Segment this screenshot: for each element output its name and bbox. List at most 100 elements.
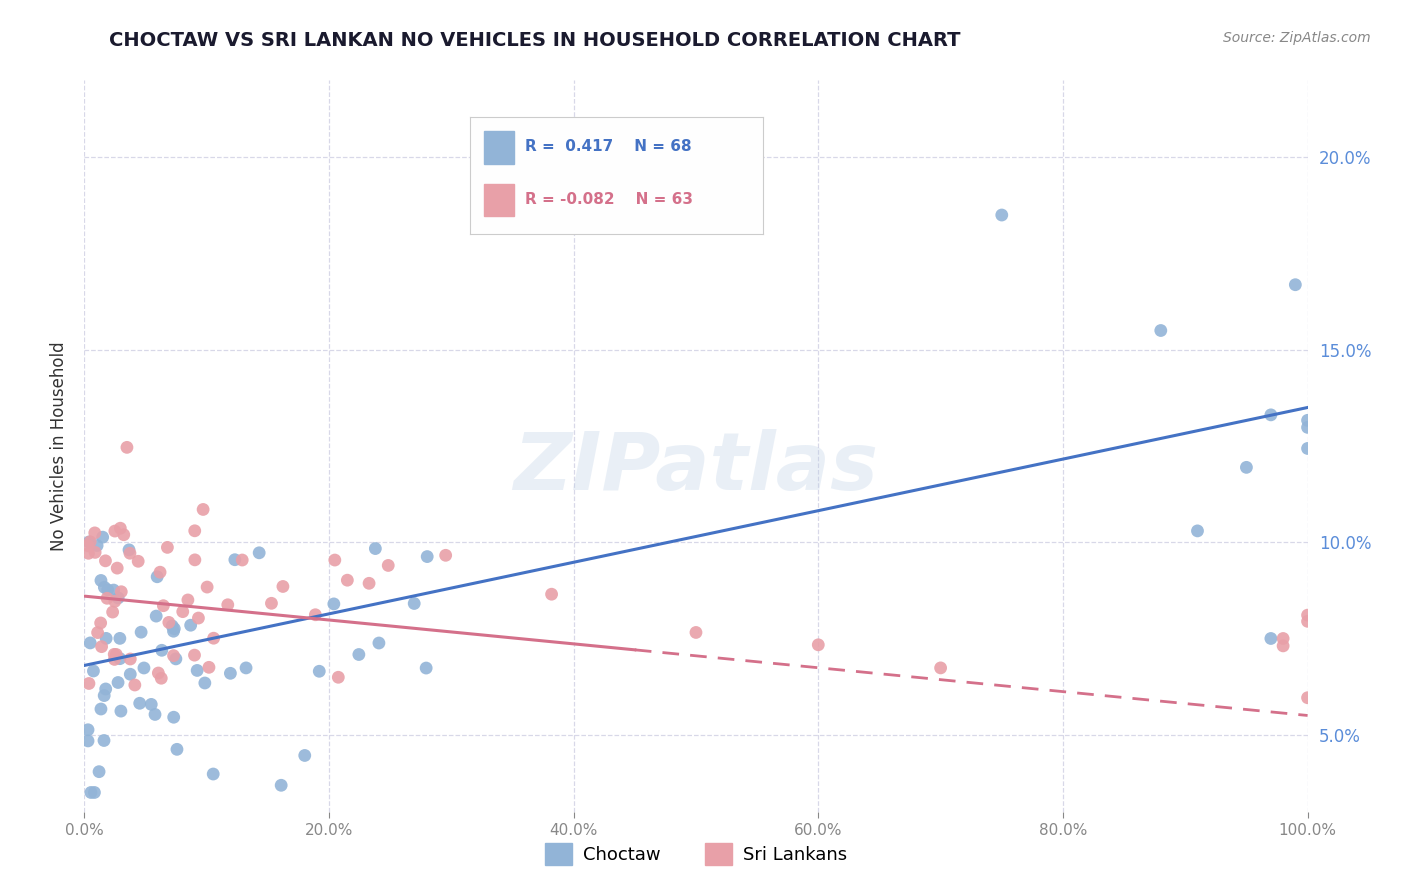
Point — [101, 605, 124, 619]
Point — [93, 733, 115, 747]
Point — [1296, 690, 1319, 705]
Text: CHOCTAW VS SRI LANKAN NO VEHICLES IN HOUSEHOLD CORRELATION CHART: CHOCTAW VS SRI LANKAN NO VEHICLES IN HOU… — [108, 31, 960, 50]
Text: R =  0.417    N = 68: R = 0.417 N = 68 — [526, 139, 692, 154]
Point — [77, 546, 100, 560]
Point — [224, 552, 246, 566]
Point — [91, 530, 114, 544]
Point — [166, 742, 188, 756]
Point — [1260, 408, 1282, 422]
Point — [328, 670, 350, 684]
Point — [82, 664, 104, 678]
Point — [103, 648, 125, 662]
Point — [77, 535, 100, 549]
Point — [1296, 608, 1319, 623]
Legend: Choctaw, Sri Lankans: Choctaw, Sri Lankans — [537, 836, 855, 872]
Point — [107, 675, 129, 690]
Point — [231, 553, 253, 567]
Point — [294, 748, 316, 763]
Point — [118, 542, 141, 557]
Point — [93, 580, 115, 594]
Point — [415, 661, 437, 675]
Bar — [484, 184, 513, 217]
Point — [271, 579, 294, 593]
Point — [163, 710, 186, 724]
Point — [97, 582, 120, 597]
Point — [183, 648, 205, 662]
Point — [198, 660, 221, 674]
Bar — [484, 131, 513, 163]
Point — [129, 625, 152, 640]
Point — [146, 570, 169, 584]
Point — [368, 636, 391, 650]
Point — [172, 605, 194, 619]
Point — [180, 618, 202, 632]
Point — [93, 689, 115, 703]
Y-axis label: No Vehicles in Household: No Vehicles in Household — [51, 341, 69, 551]
Point — [202, 767, 225, 781]
Point — [1150, 324, 1173, 338]
Point — [77, 676, 100, 690]
Point — [143, 707, 166, 722]
Point — [1272, 639, 1295, 653]
Point — [364, 541, 387, 556]
Point — [141, 698, 163, 712]
Point — [86, 539, 108, 553]
Point — [323, 553, 346, 567]
Point — [304, 607, 326, 622]
Point — [115, 441, 138, 455]
Point — [145, 609, 167, 624]
Point — [77, 723, 100, 737]
Point — [1260, 632, 1282, 646]
Point — [148, 665, 170, 680]
Point — [90, 615, 112, 630]
Point — [540, 587, 562, 601]
Point — [132, 661, 155, 675]
Point — [991, 208, 1014, 222]
Point — [104, 524, 127, 538]
Point — [377, 558, 399, 573]
Point — [96, 591, 118, 606]
Point — [90, 640, 112, 654]
Text: ZIPatlas: ZIPatlas — [513, 429, 879, 507]
Point — [86, 625, 108, 640]
Point — [150, 671, 173, 685]
Point — [157, 615, 180, 630]
Point — [104, 594, 127, 608]
Point — [260, 596, 283, 610]
Point — [96, 632, 118, 646]
Point — [112, 527, 135, 541]
Point — [434, 549, 457, 563]
Point — [110, 704, 132, 718]
Point — [195, 580, 218, 594]
Point — [83, 785, 105, 799]
Text: R = -0.082    N = 63: R = -0.082 N = 63 — [526, 192, 693, 207]
Point — [1187, 524, 1209, 538]
Point — [83, 525, 105, 540]
Point — [404, 597, 426, 611]
Point — [124, 678, 146, 692]
Point — [150, 643, 173, 657]
Point — [163, 622, 186, 636]
Point — [416, 549, 439, 564]
Point — [235, 661, 257, 675]
Point — [308, 665, 330, 679]
Point — [107, 591, 129, 605]
Point — [90, 702, 112, 716]
Point — [1296, 420, 1319, 434]
Point — [156, 541, 179, 555]
Point — [103, 652, 125, 666]
Point — [186, 664, 208, 678]
Point — [162, 624, 184, 639]
Point — [217, 598, 239, 612]
Point — [77, 539, 100, 553]
Point — [80, 785, 103, 799]
Point — [120, 667, 142, 681]
Point — [202, 631, 225, 645]
Point — [177, 593, 200, 607]
Point — [127, 554, 149, 568]
Point — [152, 599, 174, 613]
Point — [1296, 442, 1319, 456]
Point — [79, 534, 101, 549]
Point — [105, 648, 128, 662]
Point — [685, 625, 707, 640]
